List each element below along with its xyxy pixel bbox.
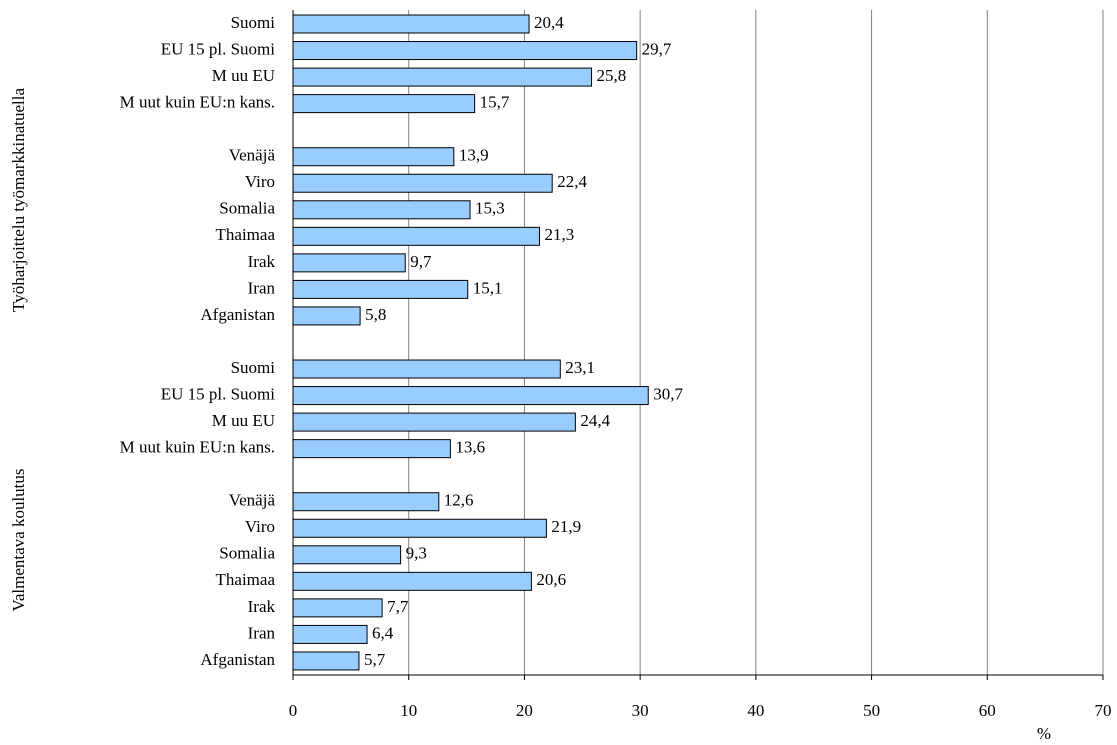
y-tick-label: Afganistan <box>200 305 275 324</box>
y-tick-label: M uu EU <box>212 411 275 430</box>
value-label: 21,3 <box>544 225 574 244</box>
value-label: 13,9 <box>459 146 489 165</box>
bar <box>292 253 406 273</box>
bar <box>292 279 469 299</box>
group-label: Valmentava koulutus <box>9 468 28 611</box>
x-tick-label: 0 <box>289 701 298 720</box>
x-tick-label: 60 <box>979 701 996 720</box>
y-tick-label: EU 15 pl. Suomi <box>161 39 276 58</box>
y-tick-label: M uu EU <box>212 66 275 85</box>
bar <box>292 518 547 538</box>
x-tick-label: 50 <box>863 701 880 720</box>
bar <box>292 14 530 34</box>
value-label: 5,8 <box>365 305 386 324</box>
value-label: 7,7 <box>387 597 409 616</box>
value-label: 15,7 <box>480 93 510 112</box>
y-tick-label: Viro <box>245 172 275 191</box>
bar <box>292 571 532 591</box>
x-axis-label: % <box>1037 724 1051 743</box>
value-label: 22,4 <box>557 172 587 191</box>
y-tick-label: EU 15 pl. Suomi <box>161 384 276 403</box>
y-tick-label: Irak <box>248 597 276 616</box>
value-label: 20,4 <box>534 13 564 32</box>
value-label: 30,7 <box>653 384 683 403</box>
y-tick-label: Iran <box>248 623 276 642</box>
bar <box>292 439 451 459</box>
bar <box>292 147 455 167</box>
value-label: 13,6 <box>455 438 485 457</box>
bar <box>292 200 471 220</box>
y-tick-label: Thaimaa <box>216 570 276 589</box>
y-tick-label: M uut kuin EU:n kans. <box>120 93 275 112</box>
x-tick-label: 40 <box>747 701 764 720</box>
y-tick-label: Iran <box>248 278 276 297</box>
bar <box>292 94 476 114</box>
y-tick-label: Thaimaa <box>216 225 276 244</box>
value-label: 9,3 <box>406 544 427 563</box>
y-tick-label: Afganistan <box>200 650 275 669</box>
bar <box>292 624 368 644</box>
bar <box>292 173 553 193</box>
value-label: 5,7 <box>364 650 386 669</box>
value-label: 20,6 <box>536 570 566 589</box>
value-label: 25,8 <box>597 66 627 85</box>
value-label: 15,1 <box>473 278 503 297</box>
bar <box>292 492 440 512</box>
y-tick-label: Viro <box>245 517 275 536</box>
value-label: 21,9 <box>551 517 581 536</box>
bar <box>292 598 383 618</box>
y-tick-label: Suomi <box>231 358 276 377</box>
bar <box>292 226 540 246</box>
bar <box>292 67 593 87</box>
bar <box>292 545 402 565</box>
value-label: 29,7 <box>642 39 672 58</box>
x-tick-label: 70 <box>1095 701 1112 720</box>
y-tick-label: Somalia <box>219 199 275 218</box>
y-tick-label: Suomi <box>231 13 276 32</box>
bar <box>292 651 360 671</box>
y-tick-label: Irak <box>248 252 276 271</box>
bar <box>292 306 361 326</box>
y-tick-label: Venäjä <box>229 491 276 510</box>
x-tick-label: 30 <box>632 701 649 720</box>
value-label: 24,4 <box>580 411 610 430</box>
y-tick-label: M uut kuin EU:n kans. <box>120 438 275 457</box>
y-tick-label: Venäjä <box>229 146 276 165</box>
value-label: 23,1 <box>565 358 595 377</box>
bar <box>292 412 576 432</box>
x-tick-label: 20 <box>516 701 533 720</box>
group-label: Työharjoittelu työmarkkinatuella <box>9 88 28 312</box>
bar <box>292 359 561 379</box>
x-tick-label: 10 <box>400 701 417 720</box>
bar <box>292 386 649 406</box>
value-label: 9,7 <box>410 252 432 271</box>
value-label: 6,4 <box>372 623 394 642</box>
value-label: 12,6 <box>444 491 474 510</box>
value-label: 15,3 <box>475 199 505 218</box>
y-tick-label: Somalia <box>219 544 275 563</box>
bar <box>292 41 638 61</box>
